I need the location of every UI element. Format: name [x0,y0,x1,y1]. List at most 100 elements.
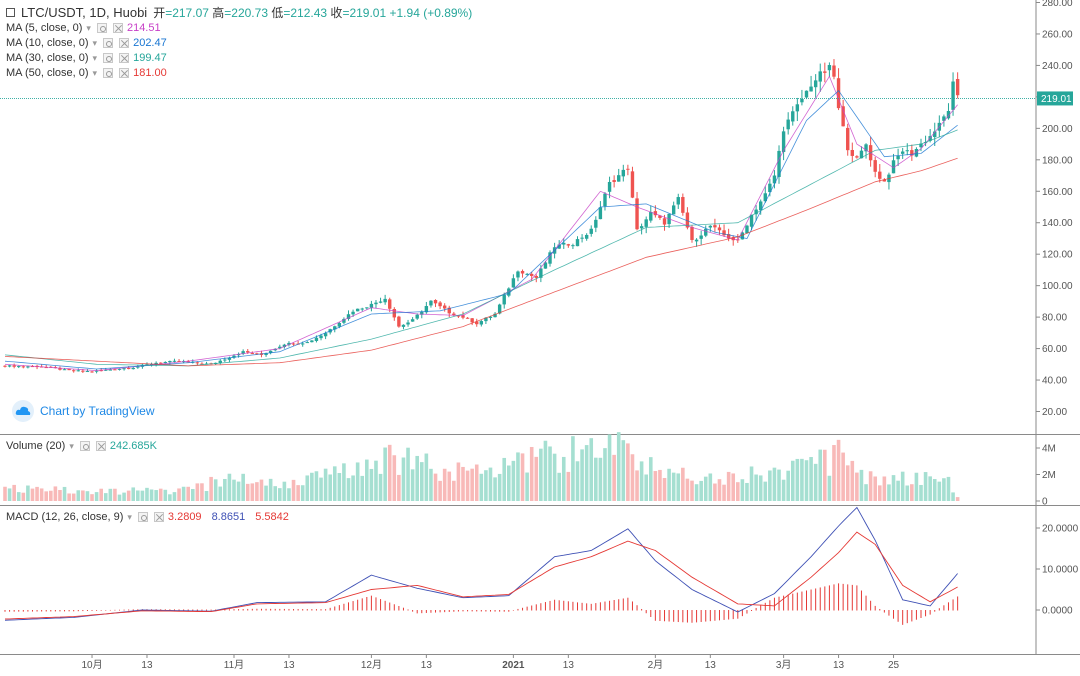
eye-icon[interactable] [103,68,114,78]
candle-body [337,322,342,327]
chevron-down-icon[interactable]: ▾ [92,52,98,63]
ma10-value: 202.47 [133,37,167,49]
high-value: =220.73 [224,6,268,20]
close-icon[interactable] [119,53,130,63]
candle-body [717,227,722,231]
eye-icon[interactable] [137,512,148,522]
volume-bar [584,445,589,501]
volume-bar [190,489,195,501]
candle-body [401,324,406,327]
candle-body [671,205,676,215]
ma10-legend[interactable]: MA (10, close, 0) ▾ 202.47 [6,37,167,49]
close-icon[interactable] [112,23,123,33]
candle-body [800,98,804,103]
candle-body [534,276,538,278]
collapse-icon[interactable] [6,8,15,17]
volume-bar [71,493,76,501]
volume-bar [800,458,804,501]
eye-icon[interactable] [79,441,90,451]
volume-bar [470,468,474,501]
volume-bar [827,475,832,501]
volume-bar [328,474,332,501]
volume-bar [566,471,571,501]
candle-body [873,160,877,172]
close-icon[interactable] [119,38,130,48]
volume-bar [314,471,319,501]
candle-body [511,278,516,288]
volume-bar [401,457,406,501]
candle-body [410,319,415,322]
candle-body [855,156,859,158]
candle-body [333,326,337,330]
price-tick-label: 20.00 [1042,407,1067,418]
volume-bar [708,473,713,501]
volume-bars [3,432,960,501]
chevron-down-icon[interactable]: ▾ [92,37,98,48]
volume-bar [598,457,603,501]
ma5-value: 214.51 [126,22,161,34]
volume-value: 242.685K [109,440,157,452]
close-icon[interactable] [119,68,130,78]
candle-body [227,357,232,360]
volume-legend[interactable]: Volume (20) ▾ 242.685K [6,440,157,452]
candle-body [749,214,754,227]
candlesticks [3,59,960,374]
volume-tick-label: 4M [1042,444,1056,455]
volume-bar [204,491,209,501]
chevron-down-icon[interactable]: ▾ [69,440,74,451]
volume-bar [740,479,745,501]
volume-bar [575,461,580,501]
candle-body [516,271,520,278]
volume-bar [887,484,891,501]
candle-body [108,369,113,371]
volume-bar [424,453,429,501]
close-icon[interactable] [95,441,106,451]
volume-bar [804,460,809,501]
candle-body [726,234,731,239]
ma50-label: MA (50, close, 0) [6,67,89,79]
signal-line [4,531,958,620]
eye-icon[interactable] [103,53,114,63]
candle-body [76,370,80,372]
candle-body [557,244,561,249]
volume-bar [323,468,328,501]
ma30-legend[interactable]: MA (30, close, 0) ▾ 199.47 [6,52,167,64]
candle-body [704,228,708,236]
candle-body [218,360,222,364]
volume-bar [823,449,827,501]
candle-body [342,318,346,323]
candle-body [415,314,419,319]
candle-body [397,316,401,327]
candle-body [859,150,864,159]
chevron-down-icon[interactable]: ▾ [127,511,132,522]
candle-body [420,311,424,315]
candle-body [530,273,534,276]
candle-body [351,311,355,315]
candle-body [99,370,103,372]
ma5-legend[interactable]: MA (5, close, 0) ▾ 214.51 [6,22,161,34]
volume-bar [768,470,772,501]
price-tick-label: 80.00 [1042,313,1067,324]
eye-icon[interactable] [96,23,107,33]
close-icon[interactable] [153,512,164,522]
volume-bar [410,469,415,501]
candle-body [713,225,717,228]
ma50-legend[interactable]: MA (50, close, 0) ▾ 181.00 [6,67,167,79]
volume-bar [108,488,113,501]
chevron-down-icon[interactable]: ▾ [92,67,98,78]
volume-bar [561,456,566,501]
volume-bar [493,477,497,501]
candle-body [804,90,809,98]
ma50-value: 181.00 [133,67,167,79]
volume-bar [158,488,163,501]
volume-bar [429,468,433,501]
tradingview-link[interactable]: Chart by TradingView [12,400,155,422]
macd-legend[interactable]: MACD (12, 26, close, 9) ▾ 3.2809 8.8651 5… [6,511,289,523]
candle-body [154,362,158,365]
eye-icon[interactable] [103,38,114,48]
volume-bar [319,477,323,501]
candle-body [223,359,227,361]
chevron-down-icon[interactable]: ▾ [86,22,91,33]
volume-bar [195,483,200,501]
